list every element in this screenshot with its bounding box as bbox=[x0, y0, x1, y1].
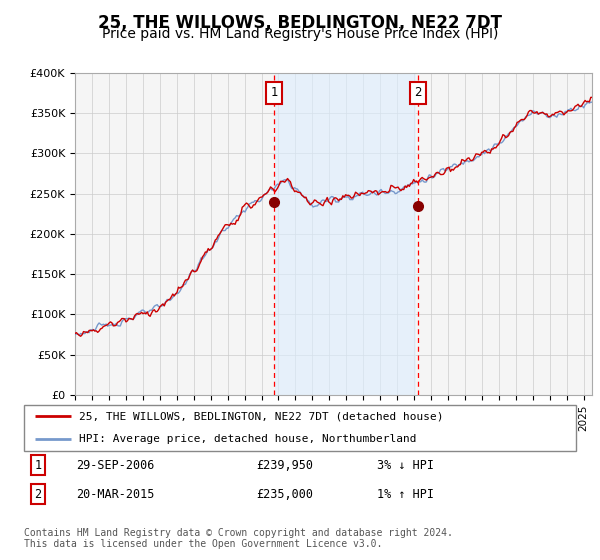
Text: 29-SEP-2006: 29-SEP-2006 bbox=[76, 459, 155, 472]
Text: 2: 2 bbox=[414, 86, 421, 100]
Text: £235,000: £235,000 bbox=[256, 488, 313, 501]
Text: Price paid vs. HM Land Registry's House Price Index (HPI): Price paid vs. HM Land Registry's House … bbox=[102, 27, 498, 41]
Text: £239,950: £239,950 bbox=[256, 459, 313, 472]
Text: 20-MAR-2015: 20-MAR-2015 bbox=[76, 488, 155, 501]
Text: 1: 1 bbox=[34, 459, 41, 472]
Text: 1% ↑ HPI: 1% ↑ HPI bbox=[377, 488, 434, 501]
FancyBboxPatch shape bbox=[24, 405, 576, 451]
Text: 2: 2 bbox=[34, 488, 41, 501]
Text: Contains HM Land Registry data © Crown copyright and database right 2024.
This d: Contains HM Land Registry data © Crown c… bbox=[24, 528, 453, 549]
Text: 3% ↓ HPI: 3% ↓ HPI bbox=[377, 459, 434, 472]
Text: 1: 1 bbox=[271, 86, 278, 100]
Text: 25, THE WILLOWS, BEDLINGTON, NE22 7DT (detached house): 25, THE WILLOWS, BEDLINGTON, NE22 7DT (d… bbox=[79, 412, 444, 421]
Text: 25, THE WILLOWS, BEDLINGTON, NE22 7DT: 25, THE WILLOWS, BEDLINGTON, NE22 7DT bbox=[98, 14, 502, 32]
Text: HPI: Average price, detached house, Northumberland: HPI: Average price, detached house, Nort… bbox=[79, 435, 416, 444]
